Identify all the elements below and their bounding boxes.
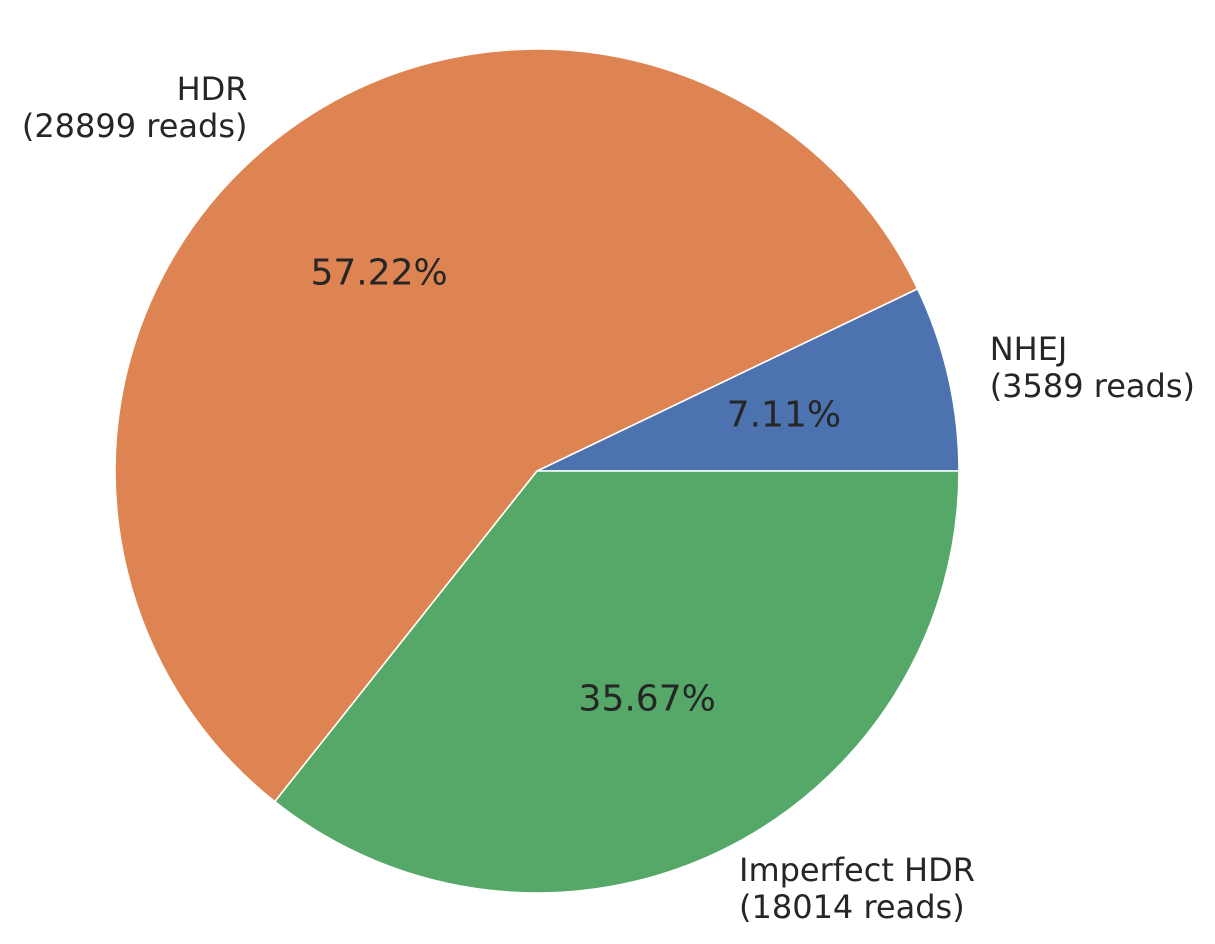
pie-slice-nhej <box>536 287 960 472</box>
percent-label-imperfect-hdr: 35.67% <box>579 679 716 720</box>
percent-labels: 7.11% 57.22% 35.67% <box>310 253 841 720</box>
slice-label-name: NHEJ <box>990 330 1068 368</box>
pie-slice-imperfect-hdr <box>274 470 960 894</box>
slice-label-reads: (18014 reads) <box>739 888 965 926</box>
percent-label-nhej: 7.11% <box>727 394 841 435</box>
slice-labels: NHEJ (3589 reads) HDR (28899 reads) Imperfec… <box>22 70 1195 926</box>
slice-label-reads: (28899 reads) <box>22 107 248 145</box>
percent-label-hdr: 57.22% <box>310 253 447 294</box>
slice-label-name: HDR <box>177 70 248 108</box>
slice-label-name: Imperfect HDR <box>739 851 975 889</box>
pie-slices <box>114 48 960 894</box>
slice-label-imperfect-hdr: Imperfect HDR (18014 reads) <box>739 851 975 926</box>
slice-label-hdr: HDR (28899 reads) <box>22 70 248 145</box>
slice-label-nhej: NHEJ (3589 reads) <box>990 330 1195 405</box>
slice-label-reads: (3589 reads) <box>990 367 1195 405</box>
pie-slice-hdr <box>114 48 919 803</box>
